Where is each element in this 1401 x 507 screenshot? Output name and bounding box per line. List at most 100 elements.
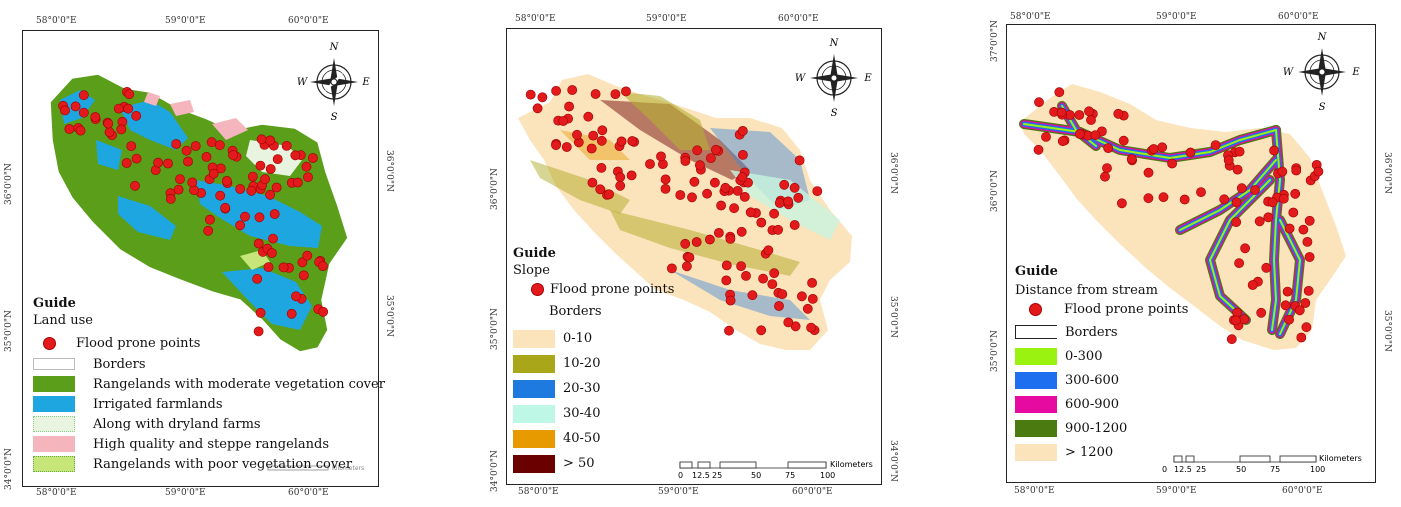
flood-point	[240, 211, 250, 222]
scale-tick: 100	[820, 471, 835, 480]
flood-point	[1226, 334, 1237, 345]
moderate-swatch	[33, 376, 75, 392]
legend-item-dist-1200: > 1200	[1015, 440, 1188, 464]
flood-point	[627, 136, 638, 146]
flood-point	[583, 111, 594, 122]
bottom-coord-2: 59°0'0"E	[165, 488, 206, 498]
flood-point	[660, 174, 671, 185]
flood-point-icon	[1029, 302, 1042, 316]
legend-item-slope-10-20: 10-20	[513, 351, 674, 376]
flood-point	[1167, 158, 1177, 169]
compass-w: W	[297, 77, 308, 88]
flood-point	[812, 186, 823, 196]
slope-10-20-swatch	[513, 354, 555, 373]
flood-point	[783, 196, 793, 207]
flood-point	[1084, 106, 1094, 117]
flood-point	[1196, 187, 1206, 197]
flood-point	[1219, 194, 1230, 205]
flood-point	[255, 307, 266, 318]
flood-point	[1034, 97, 1044, 108]
flood-point	[247, 171, 258, 182]
legend-item-slope-30-40: 30-40	[513, 401, 674, 426]
flood-point	[1223, 155, 1234, 166]
flood-point	[680, 238, 691, 249]
flood-point	[1231, 217, 1242, 227]
flood-point	[716, 200, 726, 211]
irrigated-swatch	[33, 396, 75, 412]
flood-point	[741, 270, 751, 281]
flood-point	[266, 248, 277, 258]
flood-point	[737, 149, 748, 160]
flood-point	[215, 190, 226, 201]
legend-item-borders: Borders	[549, 303, 602, 319]
dist-600-900-swatch	[1015, 395, 1057, 413]
compass-w: W	[795, 73, 806, 84]
flood-point	[1247, 280, 1258, 290]
top-coord-3: 60°0'0"E	[288, 16, 329, 26]
flood-point	[1254, 216, 1265, 227]
flood-point	[204, 214, 215, 225]
flood-point	[1041, 131, 1051, 142]
bottom-coord-1: 58°0'0"E	[518, 487, 559, 497]
flood-point	[1303, 285, 1314, 296]
flood-point	[1261, 262, 1272, 273]
flood-point	[269, 209, 280, 219]
flood-point	[745, 207, 756, 218]
flood-point	[794, 155, 805, 166]
flood-point	[113, 103, 124, 114]
flood-point	[272, 154, 283, 164]
flood-point	[689, 176, 700, 187]
flood-point	[615, 180, 626, 191]
flood-point	[756, 325, 767, 336]
flood-point	[572, 129, 582, 140]
dist-900-1200-swatch	[1015, 419, 1057, 437]
legend-item-slope-20-30: 20-30	[513, 376, 674, 401]
flood-point	[253, 238, 264, 249]
flood-point	[1236, 183, 1247, 194]
flood-point	[681, 261, 692, 272]
legend-item-dryland: Along with dryland farms	[33, 414, 385, 434]
flood-point	[1300, 298, 1311, 308]
scale-tick: 100	[1310, 465, 1325, 474]
flood-point	[1240, 243, 1250, 254]
flood-point	[705, 153, 716, 163]
flood-point	[1158, 192, 1169, 203]
flood-point	[1313, 166, 1324, 177]
flood-point	[292, 177, 303, 188]
flood-point	[615, 172, 626, 183]
distance-stream-map: N E S W 0 12.5 25 50 75 100 Kilometers	[1019, 32, 1362, 474]
flood-point	[567, 85, 578, 95]
borders-swatch	[33, 358, 75, 370]
flood-point	[713, 227, 724, 238]
region-stream-base	[1020, 84, 1346, 350]
flood-point	[1143, 167, 1154, 178]
flood-point	[1185, 147, 1196, 158]
region-steppe-1	[170, 100, 194, 116]
flood-point	[1057, 136, 1068, 147]
flood-point	[732, 185, 743, 196]
flood-point	[175, 174, 185, 184]
flood-point	[597, 125, 608, 136]
flood-point	[525, 89, 536, 100]
flood-point	[587, 177, 598, 188]
flood-point	[201, 151, 212, 162]
flood-points-distance-stream	[1033, 87, 1324, 345]
flood-point	[596, 162, 607, 173]
flood-point	[532, 103, 543, 114]
flood-point	[590, 89, 601, 99]
flood-point	[131, 153, 142, 164]
compass-s: S	[1319, 102, 1326, 113]
flood-point	[756, 217, 767, 228]
flood-point	[1302, 236, 1313, 247]
flood-point	[709, 177, 720, 188]
flood-point	[1179, 194, 1190, 205]
slope-40-50-swatch	[513, 429, 555, 448]
flood-point	[75, 125, 86, 136]
flood-point	[680, 156, 691, 166]
bottom-coord-1: 58°0'0"E	[1014, 486, 1055, 496]
legend-item-borders: Borders	[1015, 320, 1188, 344]
dist-1200-swatch	[1015, 443, 1057, 461]
flood-point	[1269, 145, 1279, 156]
scale-bar	[267, 465, 329, 471]
scale-unit: Kilometers	[830, 460, 873, 469]
